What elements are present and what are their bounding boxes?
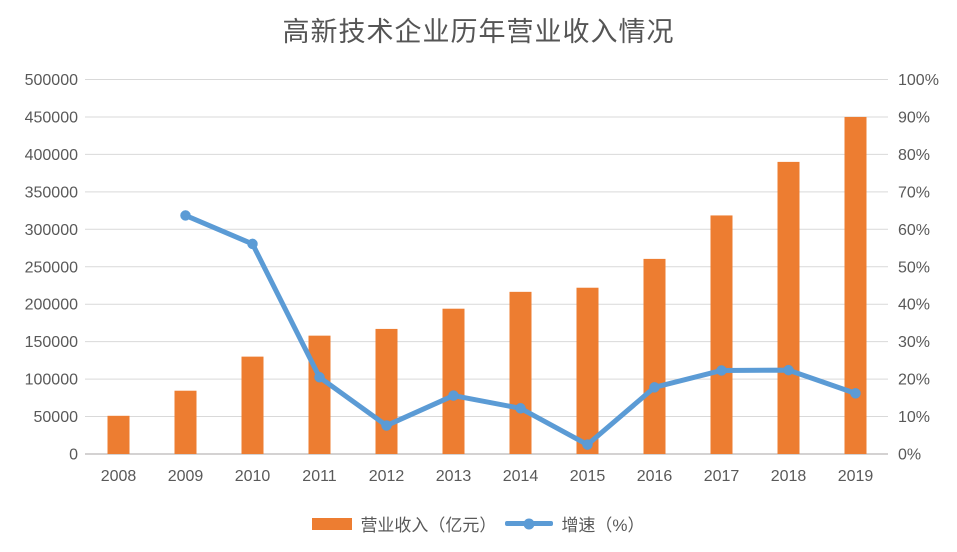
left-axis-tick-label: 0 bbox=[69, 447, 78, 464]
growth-marker-2018 bbox=[783, 364, 794, 376]
left-axis-tick-label: 250000 bbox=[25, 259, 78, 276]
revenue-bar-2015 bbox=[576, 287, 599, 454]
growth-marker-2016 bbox=[649, 382, 660, 393]
left-axis-tick-label: 500000 bbox=[25, 72, 78, 89]
x-axis-tick-label: 2011 bbox=[302, 468, 337, 485]
x-axis-tick-label: 2018 bbox=[771, 468, 807, 485]
growth-marker-2019 bbox=[850, 388, 861, 399]
right-axis-tick-label: 20% bbox=[898, 372, 930, 389]
x-axis-tick-label: 2012 bbox=[369, 468, 405, 485]
left-axis-tick-label: 100000 bbox=[25, 372, 78, 389]
right-axis-tick-label: 30% bbox=[898, 334, 930, 351]
growth-marker-2012 bbox=[381, 420, 392, 431]
revenue-bar-2008 bbox=[107, 415, 130, 454]
revenue-bar-2019 bbox=[844, 116, 867, 454]
legend-revenue-label: 营业收入（亿元） bbox=[360, 516, 497, 535]
right-axis-tick-label: 60% bbox=[898, 222, 930, 239]
revenue-bar-2011 bbox=[308, 335, 331, 454]
revenue-bar-2014 bbox=[509, 291, 532, 454]
left-axis-tick-label: 150000 bbox=[25, 334, 78, 351]
growth-marker-2015 bbox=[582, 439, 593, 450]
growth-marker-2010 bbox=[247, 238, 258, 250]
revenue-bar-2018 bbox=[777, 161, 800, 454]
left-axis-tick-label: 450000 bbox=[25, 109, 78, 126]
left-axis-tick-label: 400000 bbox=[25, 147, 78, 164]
x-axis-tick-label: 2008 bbox=[101, 468, 137, 485]
left-axis-tick-label: 50000 bbox=[34, 409, 79, 426]
growth-marker-2014 bbox=[515, 403, 526, 414]
right-axis-tick-label: 100% bbox=[898, 72, 939, 89]
x-axis-tick-label: 2010 bbox=[235, 468, 271, 485]
growth-marker-2017 bbox=[716, 365, 727, 376]
growth-marker-2013 bbox=[448, 390, 459, 401]
legend-growth-label: 增速（%） bbox=[561, 516, 645, 535]
chart-title: 高新技术企业历年营业收入情况 bbox=[282, 17, 675, 48]
x-axis-tick-label: 2016 bbox=[637, 468, 673, 485]
revenue-bar-2012 bbox=[375, 328, 398, 454]
growth-marker-2011 bbox=[314, 371, 325, 383]
growth-marker-dot-icon bbox=[523, 518, 535, 529]
left-axis-tick-label: 200000 bbox=[25, 297, 78, 314]
growth-line-swatch-icon bbox=[505, 518, 554, 529]
revenue-bar-2010 bbox=[241, 356, 264, 454]
right-axis-tick-label: 70% bbox=[898, 184, 930, 201]
x-axis-tick-label: 2015 bbox=[570, 468, 606, 485]
revenue-bar-2009 bbox=[174, 390, 197, 454]
revenue-bar-2017 bbox=[710, 215, 733, 454]
x-axis-tick-label: 2009 bbox=[168, 468, 204, 485]
right-axis-tick-label: 80% bbox=[898, 147, 930, 164]
right-axis-tick-label: 40% bbox=[898, 297, 930, 314]
x-axis-tick-label: 2014 bbox=[503, 468, 539, 485]
x-axis-tick-label: 2017 bbox=[704, 468, 740, 485]
legend-item-growth[interactable]: 增速（%） bbox=[505, 511, 645, 536]
right-axis-tick-label: 0% bbox=[898, 447, 921, 464]
right-axis-tick-label: 50% bbox=[898, 259, 930, 276]
revenue-bar-swatch-icon bbox=[312, 517, 353, 530]
growth-marker-2009 bbox=[180, 210, 191, 221]
chart-legend: 营业收入（亿元） 增速（%） bbox=[0, 511, 957, 536]
right-axis-tick-label: 10% bbox=[898, 409, 930, 426]
left-axis-tick-label: 350000 bbox=[25, 184, 78, 201]
right-axis-tick-label: 90% bbox=[898, 109, 930, 126]
legend-item-revenue[interactable]: 营业收入（亿元） bbox=[312, 511, 496, 536]
left-axis-tick-label: 300000 bbox=[25, 222, 78, 239]
x-axis-tick-label: 2013 bbox=[436, 468, 472, 485]
revenue-bar-2016 bbox=[643, 258, 666, 454]
x-axis-tick-label: 2019 bbox=[838, 468, 874, 485]
revenue-bar-2013 bbox=[442, 308, 465, 454]
